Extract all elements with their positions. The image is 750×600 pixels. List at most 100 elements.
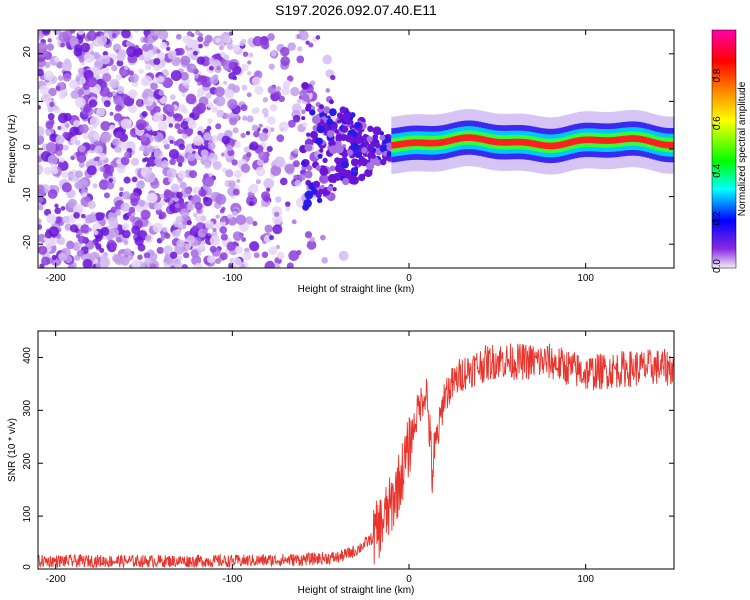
signal-band-cell bbox=[583, 136, 587, 144]
signal-band-cell bbox=[637, 135, 641, 143]
heatmap-cell bbox=[206, 255, 216, 264]
heatmap-cell bbox=[100, 120, 111, 132]
heatmap-cell bbox=[53, 105, 61, 114]
heatmap-cell bbox=[186, 202, 195, 211]
heatmap-cell bbox=[177, 104, 187, 113]
heatmap-cell bbox=[236, 179, 241, 184]
signal-band-cell bbox=[463, 134, 467, 142]
heatmap-cell bbox=[169, 139, 174, 144]
heatmap-cell bbox=[47, 154, 58, 166]
heatmap-cell bbox=[69, 79, 79, 90]
heatmap-cell bbox=[163, 189, 174, 201]
heatmap-cell bbox=[252, 35, 264, 47]
heatmap-cell bbox=[127, 119, 133, 125]
signal-band-cell bbox=[460, 134, 464, 142]
heatmap-cell bbox=[251, 76, 261, 86]
heatmap-cell bbox=[140, 135, 147, 142]
heatmap-cell bbox=[175, 215, 184, 224]
heatmap-cell bbox=[62, 215, 70, 224]
heatmap-cell bbox=[198, 32, 203, 38]
heatmap-cell bbox=[290, 86, 300, 97]
signal-band-cell bbox=[619, 136, 623, 143]
heatmap-cell bbox=[288, 250, 300, 261]
colorbar-tick-label: 0.4 bbox=[712, 163, 723, 177]
heatmap-cell bbox=[45, 142, 57, 153]
heatmap-cell bbox=[233, 44, 241, 52]
heatmap-cell bbox=[298, 30, 309, 41]
heatmap-cell bbox=[260, 40, 270, 50]
heatmap-cell bbox=[242, 115, 248, 121]
heatmap-cell bbox=[306, 240, 317, 250]
heatmap-cell bbox=[303, 199, 312, 208]
heatmap-cell bbox=[49, 240, 56, 247]
heatmap-cell bbox=[358, 173, 366, 182]
heatmap-cell bbox=[141, 111, 148, 118]
signal-band-cell bbox=[436, 139, 440, 147]
heatmap-cell bbox=[47, 106, 54, 113]
heatmap-cell bbox=[315, 35, 321, 40]
heatmap-cell bbox=[109, 111, 114, 116]
heatmap-cell bbox=[248, 52, 254, 58]
heatmap-cell bbox=[315, 191, 322, 199]
heatmap-cell bbox=[255, 71, 260, 76]
heatmap-cell bbox=[95, 262, 101, 268]
heatmap-cell bbox=[116, 236, 122, 243]
heatmap-cell bbox=[363, 140, 370, 147]
heatmap-cell bbox=[110, 206, 118, 214]
heatmap-cell bbox=[275, 196, 282, 203]
heatmap-cell bbox=[177, 223, 183, 230]
heatmap-cell bbox=[215, 37, 221, 44]
heatmap-cell bbox=[239, 40, 245, 47]
heatmap-cell bbox=[170, 265, 175, 268]
heatmap-cell bbox=[221, 167, 227, 173]
heatmap-cell bbox=[174, 123, 181, 130]
heatmap-cell bbox=[240, 104, 248, 112]
signal-band-cell bbox=[502, 139, 506, 146]
y-tick-label: 20 bbox=[22, 46, 33, 58]
heatmap-cell bbox=[319, 148, 324, 153]
heatmap-cell bbox=[366, 135, 373, 143]
heatmap-cell bbox=[281, 86, 290, 96]
heatmap-cell bbox=[38, 218, 42, 224]
heatmap-cell bbox=[141, 171, 146, 176]
heatmap-cell bbox=[45, 121, 54, 130]
heatmap-cell bbox=[129, 192, 141, 203]
heatmap-cell bbox=[272, 224, 283, 235]
heatmap-cell bbox=[354, 121, 361, 129]
signal-band-cell bbox=[478, 135, 482, 143]
heatmap-cell bbox=[129, 215, 136, 222]
heatmap-cell bbox=[131, 225, 141, 235]
heatmap-cell bbox=[196, 56, 205, 65]
heatmap-cell bbox=[134, 44, 139, 50]
heatmap-cell bbox=[274, 156, 285, 168]
heatmap-cell bbox=[228, 180, 236, 188]
signal-band-cell bbox=[610, 137, 614, 144]
heatmap-cell bbox=[179, 181, 187, 190]
heatmap-cell bbox=[87, 158, 96, 167]
heatmap-cell bbox=[311, 188, 318, 195]
heatmap-cell bbox=[153, 148, 162, 157]
heatmap-cell bbox=[185, 93, 197, 105]
heatmap-cell bbox=[242, 51, 249, 57]
y-tick-label: -10 bbox=[22, 187, 33, 202]
heatmap-cell bbox=[308, 42, 314, 48]
heatmap-cell bbox=[317, 153, 323, 159]
signal-band-cell bbox=[562, 140, 566, 148]
y-tick-label: 200 bbox=[22, 452, 33, 469]
heatmap-cell bbox=[322, 54, 333, 65]
heatmap-cell bbox=[128, 70, 134, 76]
heatmap-cell bbox=[366, 162, 375, 171]
heatmap-cell bbox=[342, 177, 350, 186]
heatmap-cell bbox=[55, 149, 63, 157]
signal-band-cell bbox=[472, 134, 476, 142]
heatmap-cell bbox=[119, 186, 124, 192]
heatmap-cell bbox=[168, 149, 180, 160]
signal-band-cell bbox=[490, 138, 494, 145]
heatmap-cell bbox=[309, 109, 316, 116]
heatmap-cell bbox=[379, 134, 386, 141]
heatmap-cell bbox=[77, 235, 86, 244]
heatmap-cell bbox=[206, 125, 212, 131]
heatmap-cell bbox=[255, 166, 266, 177]
x-tick-label: -200 bbox=[46, 574, 66, 585]
heatmap-cell bbox=[175, 113, 183, 122]
